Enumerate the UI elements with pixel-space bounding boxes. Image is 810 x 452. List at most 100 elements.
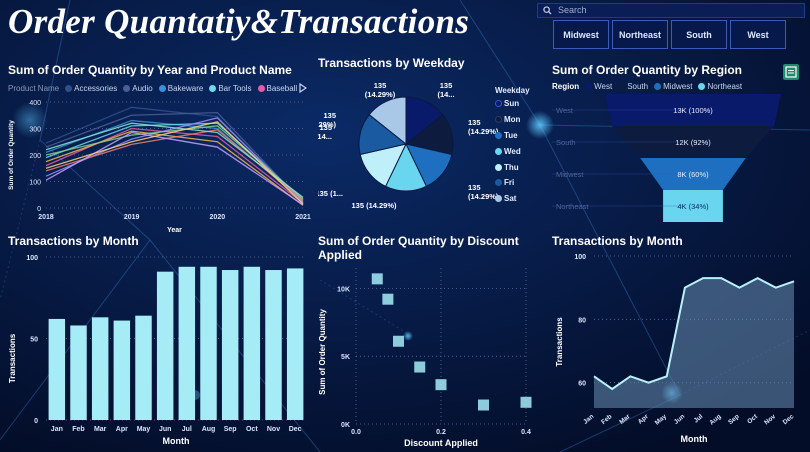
weekday-legend-title: Weekday [495, 85, 530, 95]
legend-item-audio[interactable]: Audio [123, 84, 153, 93]
legend-item-sat[interactable]: Sat [495, 191, 530, 207]
x-tick-label: Oct [746, 413, 759, 426]
legend-item-midwest[interactable]: Midwest [654, 82, 692, 91]
bar [178, 266, 196, 420]
bar [286, 268, 304, 420]
legend-item-mon[interactable]: Mon [495, 112, 530, 128]
legend-dot-icon [495, 100, 502, 108]
funnel-value-label: 4K (34%) [677, 202, 709, 211]
slicer-button-midwest[interactable]: Midwest [553, 20, 609, 49]
x-tick-label: 0.0 [351, 429, 361, 436]
funnel-stage [612, 126, 774, 158]
month-area-chart: 60 80 100 Jan Feb Mar Apr May Jun Jul Aug Sep Oct Nov… [555, 254, 796, 444]
legend-next-icon[interactable] [299, 83, 307, 93]
month-bar-chart: 0 50 100 Jan Feb Mar Apr May Jun Jul Aug Sep Oct Nov D… [8, 255, 306, 446]
year-product-line-chart: 0 100 200 300 400 2018 2019 2020 2021 Year Sum of … [8, 100, 311, 232]
x-tick-label: Apr [637, 413, 650, 426]
legend-item-accessories[interactable]: Accessories [65, 84, 117, 93]
scatter-point [435, 379, 447, 391]
scatter-point [520, 396, 532, 408]
legend-dot-icon [495, 116, 502, 124]
x-tick-label: 2020 [210, 214, 226, 221]
bar [156, 271, 174, 420]
bar [48, 318, 66, 420]
y-tick-label: 5K [341, 354, 350, 361]
legend-item-northeast[interactable]: Northeast [698, 82, 742, 91]
legend-label: Region [552, 82, 580, 91]
weekday-pie-chart: 135(14.29%)135(14...135(14.29%)135 (14.2… [318, 81, 498, 210]
slicer-button-northeast[interactable]: Northeast [612, 20, 668, 49]
x-tick-label: Jan [51, 426, 63, 433]
search-box[interactable]: Search [537, 3, 805, 18]
focus-mode-icon[interactable] [783, 64, 799, 80]
legend-item-thu[interactable]: Thu [495, 159, 530, 175]
y-tick-label: 100 [574, 254, 586, 261]
pie-data-label: 135 (1... [318, 189, 343, 198]
funnel-value-label: 13K (100%) [673, 106, 713, 115]
month-area-chart-title: Transactions by Month [552, 234, 683, 248]
legend-item-fri[interactable]: Fri [495, 175, 530, 191]
y-tick-label: 60 [578, 381, 586, 388]
x-axis-title: Year [167, 227, 182, 232]
bar [265, 270, 282, 420]
series-line [45, 121, 304, 205]
x-tick-label: Sep [727, 413, 741, 426]
pie-data-label: 135 [374, 81, 387, 90]
scatter-point [382, 293, 394, 305]
y-tick-label: 300 [29, 127, 41, 134]
legend-item-west[interactable]: West [585, 82, 612, 91]
scatter-point [371, 273, 383, 285]
y-axis-title: Transactions [8, 333, 17, 383]
search-placeholder: Search [558, 5, 587, 15]
legend-item-south[interactable]: South [618, 82, 648, 91]
bar [200, 266, 217, 420]
x-tick-label: Nov [763, 413, 777, 427]
funnel-category-label: West [556, 106, 574, 115]
legend-dot-icon [618, 83, 626, 91]
pie-data-label: (14... [437, 90, 454, 99]
series-line [45, 111, 304, 204]
x-tick-label: Jun [673, 413, 686, 426]
x-tick-label: 2021 [295, 214, 311, 221]
pie-data-label: 135 [468, 118, 481, 127]
month-bar-chart-title: Transactions by Month [8, 234, 139, 248]
x-tick-label: 2018 [38, 214, 54, 221]
region-funnel-chart: West 13K (100%) South 12K (92%) Midwest 8K (6… [552, 94, 781, 222]
y-tick-label: 0K [341, 422, 350, 429]
series-line [45, 130, 304, 206]
year-product-chart-title: Sum of Order Quantity by Year and Produc… [8, 63, 292, 77]
funnel-value-label: 12K (92%) [675, 138, 711, 147]
slicer-button-south[interactable]: South [671, 20, 727, 49]
legend-item-bakeware[interactable]: Bakeware [158, 84, 203, 93]
discount-chart-title: Sum of Order Quantity by Discount Applie… [318, 234, 519, 262]
funnel-stage [605, 94, 781, 126]
y-tick-label: 400 [29, 100, 41, 107]
pie-data-label: 135 [468, 183, 481, 192]
legend-item-baseball[interactable]: Baseball [257, 84, 297, 93]
funnel-category-label: South [556, 138, 576, 147]
funnel-stage [663, 190, 723, 222]
x-tick-label: 2019 [124, 214, 140, 221]
legend-item-sun[interactable]: Sun [495, 96, 530, 112]
x-axis-title: Discount Applied [404, 438, 478, 448]
x-tick-label: Jan [582, 413, 595, 426]
x-tick-label: Mar [618, 413, 632, 426]
legend-dot-icon [123, 85, 131, 93]
x-tick-label: Aug [202, 426, 216, 433]
x-tick-label: Jul [182, 426, 192, 433]
area-line [593, 277, 795, 391]
search-icon [543, 6, 552, 15]
x-tick-label: Dec [289, 426, 302, 433]
x-tick-label: Aug [708, 413, 722, 427]
area-fill [594, 278, 794, 408]
slicer-button-west[interactable]: West [730, 20, 786, 49]
scatter-point [414, 361, 426, 373]
legend-dot-icon [65, 85, 73, 93]
legend-item-tue[interactable]: Tue [495, 128, 530, 144]
legend-item-bar-tools[interactable]: Bar Tools [209, 84, 252, 93]
pie-data-label: 135 (14.29%) [351, 201, 397, 210]
pie-data-label: (14.29%) [318, 120, 336, 129]
legend-item-wed[interactable]: Wed [495, 143, 530, 159]
legend-dot-icon [585, 83, 593, 91]
